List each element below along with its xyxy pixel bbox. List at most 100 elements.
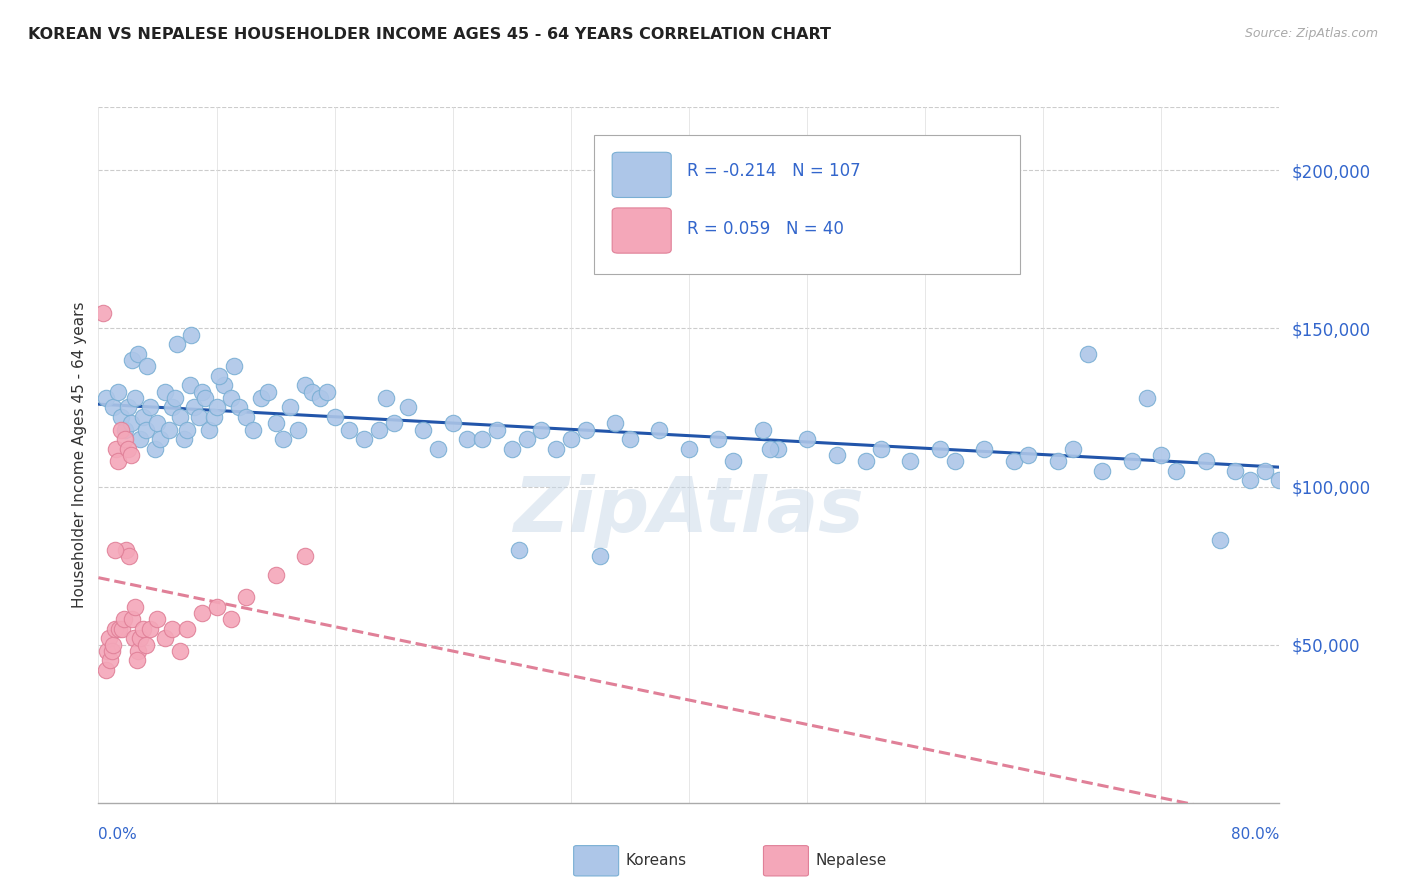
Point — [1164, 464, 1187, 478]
Point — [546, 442, 568, 456]
Point — [678, 442, 700, 456]
Point — [205, 599, 228, 614]
Point — [139, 401, 162, 415]
Point — [96, 644, 118, 658]
Point — [117, 442, 139, 456]
Point — [427, 442, 450, 456]
Point — [135, 638, 157, 652]
Point — [165, 391, 187, 405]
Point — [1150, 448, 1173, 462]
Point — [180, 327, 202, 342]
Point — [115, 542, 138, 557]
Point — [124, 391, 146, 405]
Point — [560, 432, 582, 446]
Point — [412, 423, 434, 437]
Point — [441, 417, 464, 431]
FancyBboxPatch shape — [612, 153, 671, 197]
Point — [176, 423, 198, 437]
Point — [149, 432, 172, 446]
Point — [619, 432, 641, 446]
Point — [287, 423, 309, 437]
Point — [132, 622, 155, 636]
Point — [869, 442, 891, 456]
Point — [235, 409, 257, 424]
Point — [396, 401, 419, 415]
Point — [1017, 448, 1039, 462]
Point — [1121, 454, 1143, 468]
Point — [183, 401, 205, 415]
Point — [103, 638, 125, 652]
Point — [796, 432, 818, 446]
Point — [766, 442, 789, 456]
Point — [100, 644, 122, 658]
Point — [124, 599, 146, 614]
Text: R = 0.059   N = 40: R = 0.059 N = 40 — [686, 219, 844, 238]
Point — [294, 378, 316, 392]
Point — [382, 417, 405, 431]
Point — [125, 653, 148, 667]
Text: 80.0%: 80.0% — [1232, 827, 1279, 841]
Point — [456, 432, 478, 446]
Point — [264, 568, 287, 582]
Point — [242, 423, 264, 437]
Point — [264, 417, 287, 431]
Point — [257, 384, 280, 399]
Point — [97, 632, 120, 646]
Point — [110, 423, 132, 437]
Point — [212, 378, 235, 392]
Point — [271, 432, 294, 446]
Point — [146, 417, 169, 431]
Point — [339, 423, 360, 437]
Y-axis label: Householder Income Ages 45 - 64 years: Householder Income Ages 45 - 64 years — [72, 301, 87, 608]
Point — [1135, 391, 1157, 405]
Point — [1239, 473, 1261, 487]
Point — [198, 423, 221, 437]
Point — [375, 391, 398, 405]
Text: Koreans: Koreans — [626, 854, 686, 868]
Point — [471, 432, 494, 446]
Text: 0.0%: 0.0% — [98, 827, 138, 841]
Point — [91, 305, 114, 319]
Point — [508, 542, 530, 557]
Point — [202, 409, 225, 424]
Point — [316, 384, 339, 399]
Point — [127, 644, 149, 658]
Point — [605, 417, 627, 431]
FancyBboxPatch shape — [612, 208, 671, 253]
Point — [648, 423, 671, 437]
Point — [191, 384, 214, 399]
Point — [112, 612, 135, 626]
Point — [98, 653, 121, 667]
Point — [114, 432, 136, 446]
Point — [111, 622, 134, 636]
Text: Source: ZipAtlas.com: Source: ZipAtlas.com — [1244, 27, 1378, 40]
Point — [173, 432, 195, 446]
Point — [928, 442, 950, 456]
Point — [169, 644, 191, 658]
Point — [1091, 464, 1114, 478]
Point — [278, 401, 302, 415]
Point — [1002, 454, 1025, 468]
Point — [139, 622, 162, 636]
Point — [127, 347, 149, 361]
Point — [104, 542, 127, 557]
Point — [153, 384, 176, 399]
Point — [855, 454, 877, 468]
Point — [136, 359, 159, 374]
Point — [1223, 464, 1246, 478]
Point — [221, 612, 243, 626]
Point — [368, 423, 391, 437]
Point — [132, 409, 155, 424]
Point — [117, 401, 139, 415]
Point — [108, 622, 131, 636]
Point — [235, 591, 257, 605]
Point — [191, 606, 214, 620]
FancyBboxPatch shape — [595, 135, 1019, 274]
Point — [530, 423, 553, 437]
Point — [103, 401, 125, 415]
Point — [900, 454, 922, 468]
Point — [179, 378, 201, 392]
Point — [723, 454, 745, 468]
Point — [486, 423, 509, 437]
Point — [187, 409, 209, 424]
